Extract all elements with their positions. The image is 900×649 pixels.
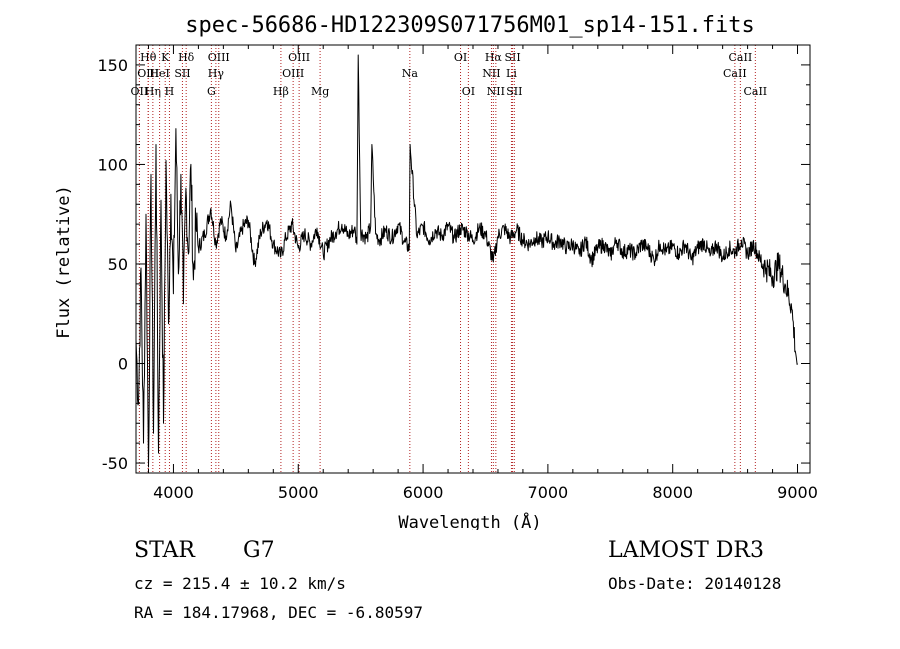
object-class: STAR xyxy=(134,538,195,563)
x-tick-label: 7000 xyxy=(528,483,569,502)
line-marker-label: Hη xyxy=(145,85,161,98)
observation-date: Obs-Date: 20140128 xyxy=(608,574,782,593)
line-marker-label: OIII xyxy=(288,51,310,64)
line-marker-label: NII xyxy=(487,85,505,98)
series-group xyxy=(135,54,798,468)
line-marker-label: OII xyxy=(131,85,149,98)
spectrum-chart: spec-56686-HD122309S071756M01_sp14-151.f… xyxy=(54,13,818,530)
line-marker-label: SII xyxy=(174,67,190,80)
y-axis-label: Flux (relative) xyxy=(54,185,74,339)
line-marker-label: CaII xyxy=(729,51,753,64)
chart-title: spec-56686-HD122309S071756M01_sp14-151.f… xyxy=(185,13,755,38)
line-marker-label: Hβ xyxy=(273,85,289,98)
line-marker-label: Hγ xyxy=(208,67,225,80)
x-tick-label: 9000 xyxy=(777,483,818,502)
y-tick-label: 100 xyxy=(97,155,128,174)
x-tick-label: 5000 xyxy=(278,483,319,502)
series-line xyxy=(135,54,798,468)
line-marker-label: OI xyxy=(454,51,467,64)
survey-name: LAMOST DR3 xyxy=(608,538,764,563)
line-marker-label: K xyxy=(161,51,170,64)
line-marker-label: SII xyxy=(504,51,520,64)
line-marker-label: Li xyxy=(506,67,517,80)
line-marker-label: OI xyxy=(462,85,475,98)
line-marker-label: CaII xyxy=(743,85,767,98)
line-marker-label: H xyxy=(165,85,175,98)
redshift-value: cz = 215.4 ± 10.2 km/s xyxy=(134,574,346,593)
plot-frame xyxy=(135,44,811,474)
line-marker-label: CaII xyxy=(723,67,747,80)
line-marker-label: Na xyxy=(402,67,419,80)
line-marker-label: Hα xyxy=(485,51,503,64)
y-tick-label: -50 xyxy=(102,454,128,473)
line-marker-label: OIII xyxy=(208,51,230,64)
y-tick-label: 50 xyxy=(108,255,128,274)
x-axis-label: Wavelength (Å) xyxy=(398,511,541,530)
x-tick-label: 8000 xyxy=(652,483,693,502)
line-marker-label: HeI xyxy=(149,67,169,80)
line-marker-label: NII xyxy=(482,67,500,80)
line-marker-label: Mg xyxy=(311,85,329,98)
y-tick-label: 0 xyxy=(118,355,128,374)
object-subclass: G7 xyxy=(243,538,275,563)
line-marker-label: G xyxy=(207,85,216,98)
line-marker-label: OIII xyxy=(137,67,159,80)
x-tick-label: 4000 xyxy=(153,483,194,502)
line-marker-label: Hδ xyxy=(178,51,195,64)
line-marker-label: SII xyxy=(506,85,522,98)
y-tick-label: 150 xyxy=(97,56,128,75)
x-tick-label: 6000 xyxy=(403,483,444,502)
axes: 4000 5000 6000 7000 8000 9000 -50 0 50 100 150 xyxy=(97,44,818,502)
coordinates: RA = 184.17968, DEC = -6.80597 xyxy=(134,603,423,622)
line-marker-label: OIII xyxy=(282,67,304,80)
